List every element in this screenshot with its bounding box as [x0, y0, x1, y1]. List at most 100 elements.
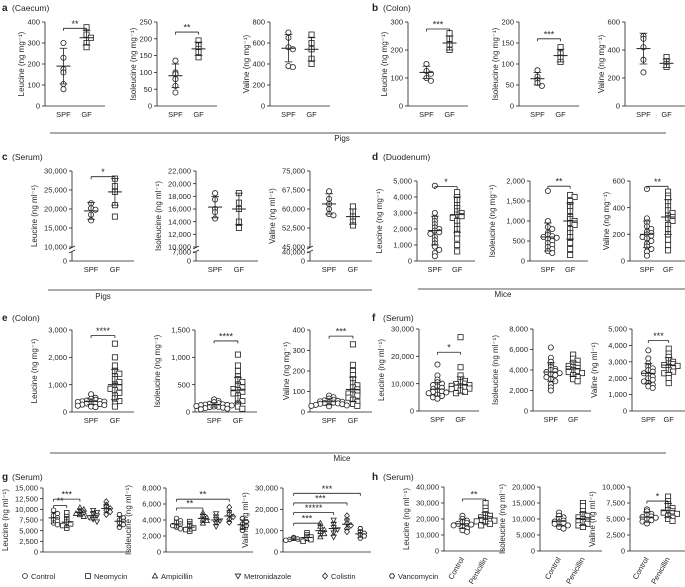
x-tick-label: GF [568, 415, 579, 424]
y-tick-label: 600 [612, 177, 625, 186]
data-point [584, 520, 591, 527]
y-tick-label: 0 [408, 257, 412, 266]
series-neomycin [183, 518, 197, 534]
y-tick-label: 400 [27, 18, 40, 27]
data-point [665, 345, 672, 352]
y-tick-label: 12,000 [168, 230, 191, 239]
y-axis-label: Valine (ng mg⁻¹) [602, 192, 611, 251]
significance-bracket: *** [293, 484, 361, 496]
x-tick-label: SPF [208, 265, 223, 274]
series-penicillin [575, 499, 591, 531]
y-tick-label: 0 [301, 257, 305, 266]
significance-label: *** [315, 493, 326, 503]
data-point [423, 61, 430, 68]
x-tick-label: GF [555, 110, 566, 119]
y-tick-label: 22,000 [168, 167, 191, 176]
x-tick-label: GF [193, 110, 204, 119]
significance-bracket: *** [647, 331, 670, 343]
panel-letter-a: a [2, 3, 8, 14]
data-point [564, 522, 571, 529]
data-point [643, 252, 650, 259]
y-tick-label: 4,000 [608, 341, 627, 350]
data-point [111, 213, 118, 220]
y-tick-label: 2,500 [19, 537, 38, 546]
data-point [571, 193, 578, 200]
data-point [443, 389, 450, 396]
data-point [326, 188, 333, 195]
y-tick-label: 30,000 [44, 167, 67, 176]
series-spf [419, 61, 434, 84]
data-point [101, 402, 108, 409]
data-point [107, 508, 114, 516]
legend-label: Colistin [331, 572, 356, 581]
chart-f3: 0 1,000 2,000 3,000 4,000 5,000 Valine (ng ml⁻… [590, 325, 685, 424]
data-point [669, 217, 676, 224]
series-metronidazole [211, 511, 224, 530]
y-tick-label: 100 [501, 60, 514, 69]
data-point [473, 518, 480, 525]
series-vancomycin [355, 526, 368, 541]
significance-bracket: * [90, 167, 116, 180]
data-point [235, 224, 242, 231]
data-point [92, 206, 99, 213]
y-tick-label: 50 [506, 81, 514, 90]
significance-bracket: ***** [293, 503, 335, 516]
y-tick-label: 500 [177, 380, 190, 389]
y-tick-label: 0 [148, 102, 152, 111]
series-spf [308, 392, 350, 410]
y-tick-label: 20,000 [391, 352, 414, 361]
data-point [283, 537, 289, 543]
y-tick-label: 14,000 [168, 217, 191, 226]
y-tick-label: 50 [144, 85, 152, 94]
series-gf [230, 351, 246, 412]
series-spf [640, 347, 656, 392]
significance-label: * [101, 167, 105, 177]
series-colistin [101, 498, 114, 518]
data-point [549, 249, 556, 256]
data-point [652, 514, 659, 521]
y-axis-label: Leucine (ng mg⁻¹) [380, 31, 389, 96]
data-point [239, 405, 246, 412]
y-tick-label: 30,000 [391, 325, 414, 334]
panel-letter-g: g [2, 472, 8, 483]
data-point [425, 390, 432, 397]
significance-bracket: *** [328, 327, 354, 339]
y-tick-label: 52,500 [282, 224, 305, 233]
series-gf [304, 31, 319, 68]
series-spf [208, 190, 223, 222]
y-tick-label: 150 [501, 39, 514, 48]
data-point [74, 402, 81, 409]
data-point [571, 221, 578, 228]
significance-label: *** [433, 20, 444, 30]
data-point [660, 509, 667, 516]
y-tick-label: 0 [157, 548, 161, 557]
significance-bracket: * [437, 343, 461, 355]
significance-label: *** [544, 29, 555, 39]
y-tick-label: 0 [616, 102, 620, 111]
data-point [547, 344, 554, 351]
series-spf [639, 185, 655, 259]
data-point [649, 385, 656, 392]
data-point [436, 246, 443, 253]
legend-label: Ampicillin [161, 572, 193, 581]
y-tick-label: 45,000 [282, 243, 305, 252]
data-point [457, 364, 464, 371]
y-tick-label: 10,000 [416, 531, 439, 540]
y-tick-label: 15,000 [512, 499, 535, 508]
legend-marker [234, 573, 242, 580]
y-tick-label: 1,500 [506, 197, 525, 206]
y-tick-label: 200 [252, 81, 265, 90]
data-point [228, 402, 235, 409]
y-tick-label: 3,000 [393, 209, 412, 218]
panel-title-d: (Duodenum) [383, 152, 430, 162]
significance-label: *** [322, 484, 333, 494]
y-axis-label: Leucine (ng ml⁻¹) [30, 185, 39, 247]
y-tick-label: 75,000 [282, 167, 305, 176]
data-point [645, 347, 652, 354]
y-tick-label: 0 [186, 408, 190, 417]
data-point [669, 517, 676, 524]
